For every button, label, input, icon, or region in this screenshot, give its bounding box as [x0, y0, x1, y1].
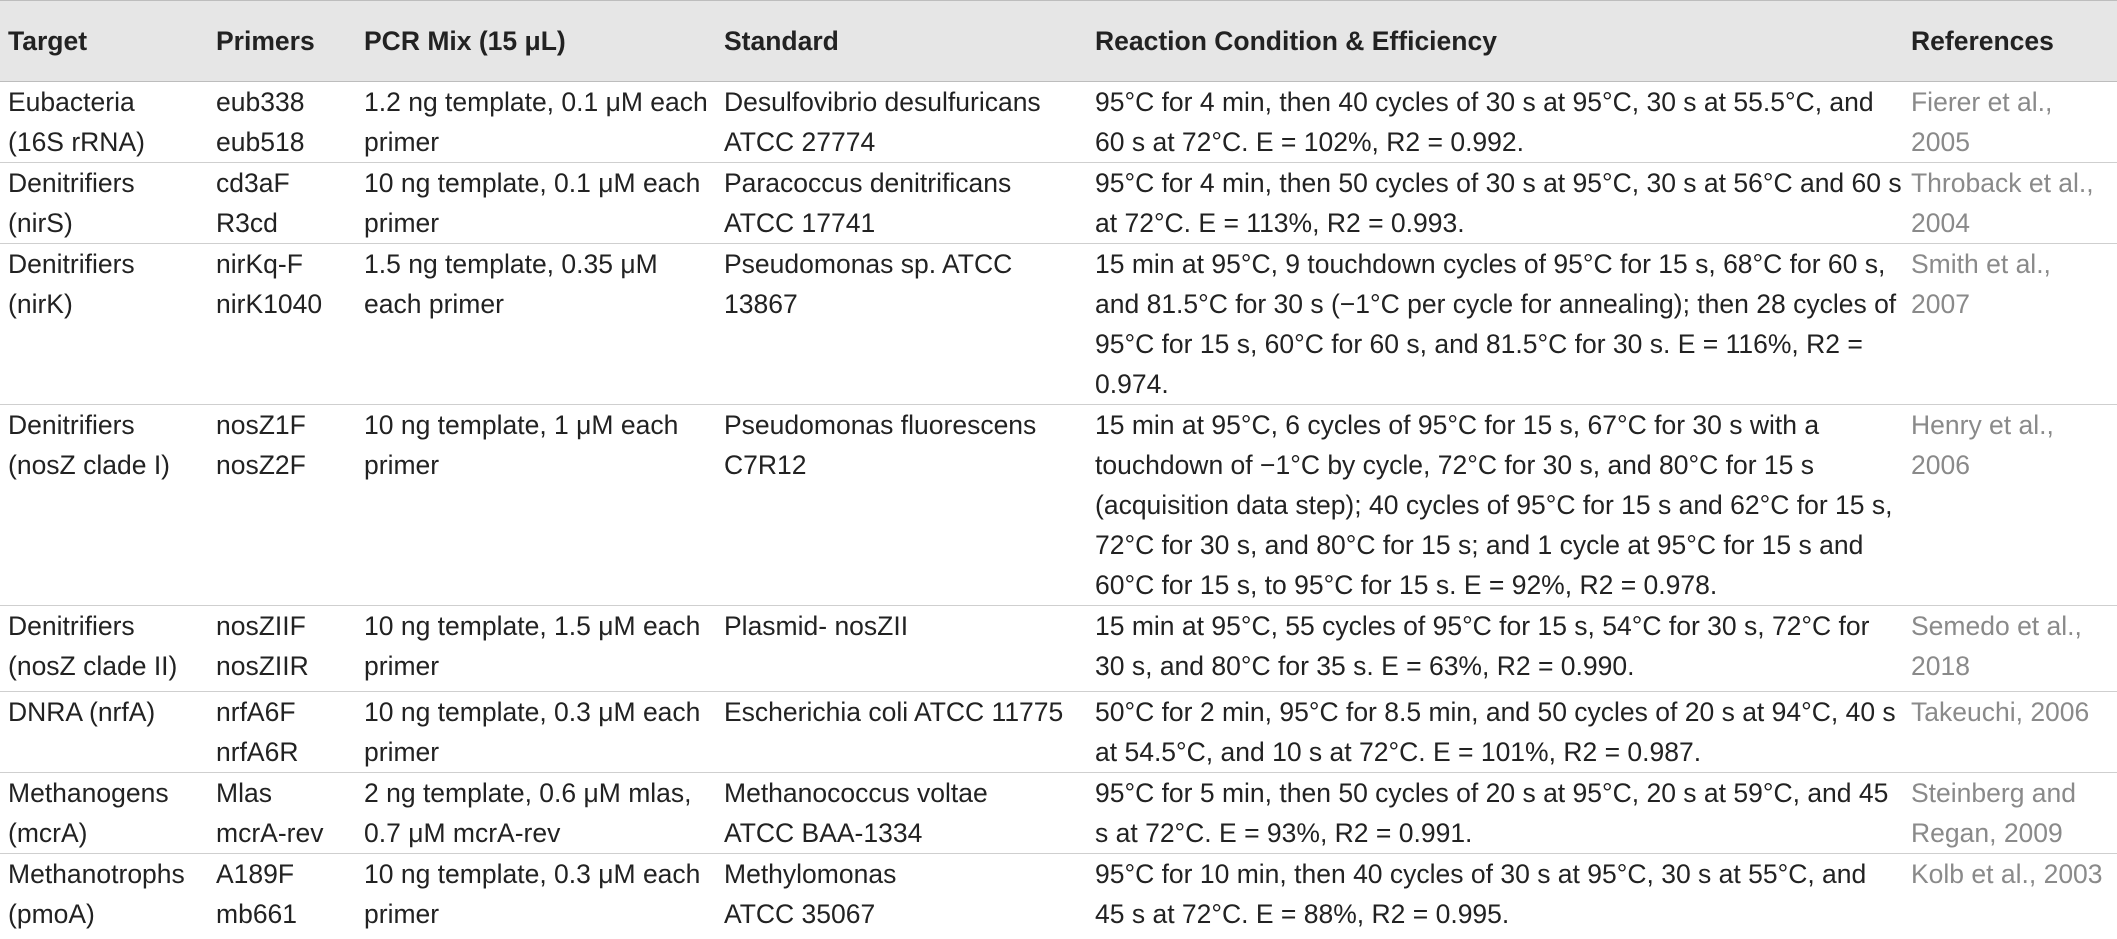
pcr-mix-cell: 1.5 ng template, 0.35 μM each primer — [356, 244, 716, 405]
condition-cell: 95°C for 4 min, then 40 cycles of 30 s a… — [1087, 82, 1903, 163]
standard-cell: Plasmid- nosZII — [716, 606, 1087, 692]
standard-cell: Escherichia coli ATCC 11775 — [716, 692, 1087, 773]
reference-cell: Semedo et al., 2018 — [1903, 606, 2117, 692]
condition-cell: 95°C for 5 min, then 50 cycles of 20 s a… — [1087, 773, 1903, 854]
pcr-mix-cell: 1.2 ng template, 0.1 μM each primer — [356, 82, 716, 163]
target-cell: Denitrifiers(nirS) — [0, 163, 208, 244]
target-cell: Methanogens(mcrA) — [0, 773, 208, 854]
pcr-mix-cell: 10 ng template, 1 μM each primer — [356, 405, 716, 606]
header-row: Target Primers PCR Mix (15 μL) Standard … — [0, 1, 2117, 82]
condition-cell: 95°C for 4 min, then 50 cycles of 30 s a… — [1087, 163, 1903, 244]
header-standard: Standard — [716, 1, 1087, 82]
header-condition: Reaction Condition & Efficiency — [1087, 1, 1903, 82]
condition-cell: 15 min at 95°C, 9 touchdown cycles of 95… — [1087, 244, 1903, 405]
pcr-mix-cell: 10 ng template, 0.3 μM each primer — [356, 692, 716, 773]
reference-cell: Fierer et al., 2005 — [1903, 82, 2117, 163]
reference-cell: Kolb et al., 2003 — [1903, 854, 2117, 939]
reference-cell: Takeuchi, 2006 — [1903, 692, 2117, 773]
target-cell: Denitrifiers(nosZ clade I) — [0, 405, 208, 606]
target-cell: Denitrifiers(nosZ clade II) — [0, 606, 208, 692]
reference-cell: Throback et al., 2004 — [1903, 163, 2117, 244]
target-cell: Eubacteria(16S rRNA) — [0, 82, 208, 163]
target-cell: Methanotrophs(pmoA) — [0, 854, 208, 939]
condition-cell: 95°C for 10 min, then 40 cycles of 30 s … — [1087, 854, 1903, 939]
standard-cell: Pseudomonas sp. ATCC 13867 — [716, 244, 1087, 405]
reference-cell: Steinberg and Regan, 2009 — [1903, 773, 2117, 854]
pcr-mix-cell: 10 ng template, 0.1 μM each primer — [356, 163, 716, 244]
condition-cell: 15 min at 95°C, 6 cycles of 95°C for 15 … — [1087, 405, 1903, 606]
condition-cell: 50°C for 2 min, 95°C for 8.5 min, and 50… — [1087, 692, 1903, 773]
header-target: Target — [0, 1, 208, 82]
reference-cell: Henry et al., 2006 — [1903, 405, 2117, 606]
pcr-mix-cell: 10 ng template, 1.5 μM each primer — [356, 606, 716, 692]
pcr-mix-cell: 2 ng template, 0.6 μM mlas, 0.7 μM mcrA-… — [356, 773, 716, 854]
header-references: References — [1903, 1, 2117, 82]
condition-cell: 15 min at 95°C, 55 cycles of 95°C for 15… — [1087, 606, 1903, 692]
pcr-mix-cell: 10 ng template, 0.3 μM each primer — [356, 854, 716, 939]
header-pcr-mix: PCR Mix (15 μL) — [356, 1, 716, 82]
target-cell: Denitrifiers(nirK) — [0, 244, 208, 405]
reference-cell: Smith et al., 2007 — [1903, 244, 2117, 405]
header-primers: Primers — [208, 1, 356, 82]
target-cell: DNRA (nrfA) — [0, 692, 208, 773]
